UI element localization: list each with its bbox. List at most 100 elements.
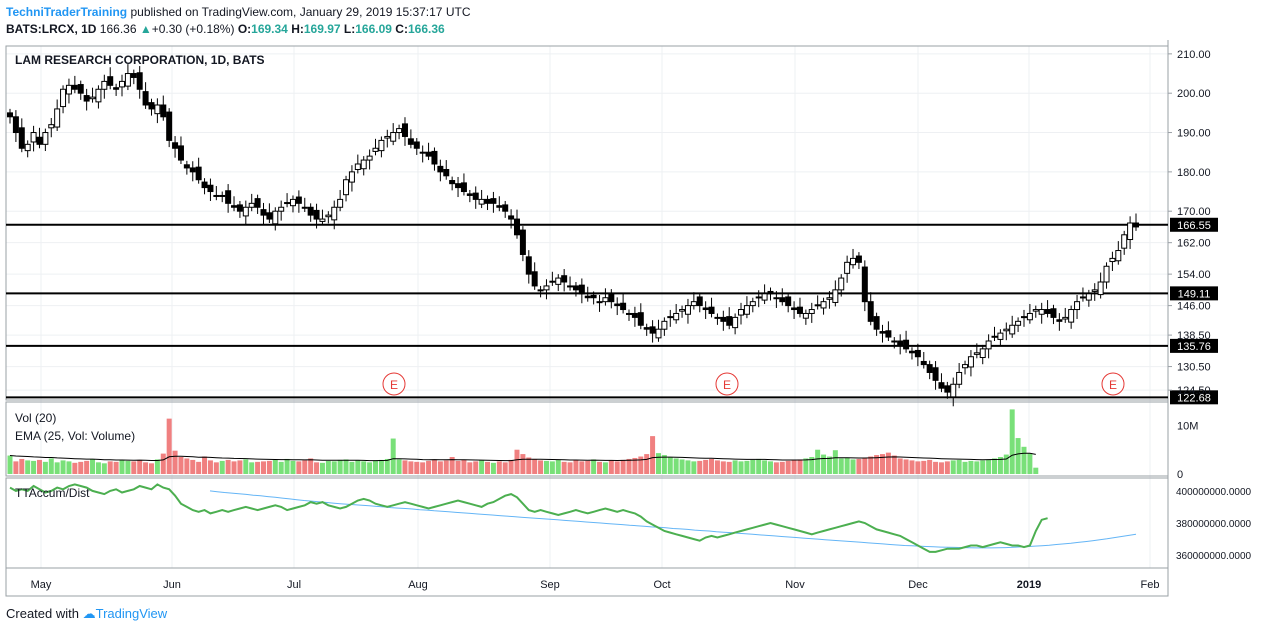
candle-body (278, 206, 285, 212)
candle-body (1133, 222, 1139, 228)
volume-bar (461, 459, 467, 474)
volume-bar (125, 460, 131, 474)
candle-body (1050, 308, 1057, 318)
candle-body (808, 309, 815, 314)
candle-body (655, 328, 662, 339)
candle-body (602, 297, 609, 303)
candle-body (844, 261, 851, 274)
volume-bar (384, 458, 390, 474)
high-label: H: (291, 22, 304, 36)
candle-body (938, 382, 945, 389)
candle-body (449, 180, 456, 185)
volume-bar (319, 462, 325, 474)
volume-bar (325, 460, 331, 474)
tradingview-brand[interactable]: TradingView (95, 606, 168, 621)
candle-body (796, 306, 803, 314)
candle-body (219, 194, 226, 197)
accum-dist-tick-label: 380000000.0000 (1176, 519, 1252, 530)
volume-bar (602, 462, 608, 474)
accum-dist-line (9, 483, 1048, 553)
candle-body (991, 335, 998, 338)
candle-body (360, 159, 367, 170)
candle-body (319, 218, 326, 222)
volume-bar (679, 459, 685, 474)
candle-body (903, 339, 910, 350)
volume-bar (172, 450, 178, 474)
volume-bar (938, 462, 944, 474)
volume-bar (190, 459, 196, 474)
candle-body (201, 181, 208, 189)
volume-bar (237, 460, 243, 474)
level-price-tag (1170, 217, 1218, 232)
candle-body (313, 209, 320, 220)
candle-body (83, 95, 90, 102)
candle-body (1032, 309, 1039, 312)
level-price-label: 122.68 (1177, 392, 1211, 404)
volume-bar (101, 463, 107, 474)
volume-bar (927, 459, 933, 474)
candle-body (396, 128, 403, 134)
grid-lines (6, 46, 1168, 568)
candle-body (242, 206, 249, 217)
candle-body (519, 229, 526, 255)
candle-body (248, 202, 255, 208)
candle-body (160, 104, 167, 118)
candle-body (301, 206, 308, 209)
volume-tick-label: 0 (1177, 469, 1183, 481)
candle-body (820, 301, 827, 309)
candle-body (289, 198, 296, 207)
volume-bar (1033, 467, 1039, 474)
candle-body (1097, 281, 1104, 296)
accum-dist-ma-line (209, 490, 1137, 549)
symbol[interactable]: BATS:LRCX, 1D (6, 22, 97, 36)
candle-body (726, 316, 733, 326)
candle-body (437, 165, 444, 173)
candle-body (455, 183, 462, 189)
candle-body (578, 284, 585, 295)
candle-body (531, 271, 538, 287)
horizontal-levels[interactable]: 166.55 149.11 135.76 122.68 (6, 217, 1218, 405)
candle-body (779, 297, 786, 303)
volume-bar (137, 459, 143, 474)
x-tick-label: Jun (163, 579, 181, 591)
volume-bar (426, 460, 432, 474)
candle-body (537, 289, 544, 292)
candle-body (738, 309, 745, 316)
candle-body (867, 301, 874, 322)
author-link[interactable]: TechniTraderTraining (6, 5, 128, 19)
x-tick-label: Jul (287, 579, 301, 591)
volume-bar (650, 436, 656, 474)
price-change: +0.30 (+0.18%) (151, 22, 235, 36)
candle-body (189, 167, 196, 173)
volume-bar (826, 456, 832, 474)
tradingview-logo-icon[interactable]: ☁ (82, 606, 96, 621)
candle-body (708, 306, 715, 314)
volume-bar (131, 461, 137, 474)
volume-bars (7, 409, 1039, 474)
volume-bar (178, 457, 184, 474)
candle-body (401, 123, 408, 137)
volume-bar (467, 462, 473, 474)
candle-body (1015, 320, 1022, 326)
volume-bar (284, 458, 290, 474)
volume-bar (856, 458, 862, 474)
candle-body (508, 215, 515, 220)
candle-body (885, 330, 892, 338)
footer: Created with ☁TradingView (6, 606, 167, 622)
volume-bar (744, 460, 750, 474)
volume-bar (1021, 446, 1027, 474)
candle-body (832, 289, 839, 303)
volume-bar (42, 461, 48, 474)
candle-body (478, 198, 485, 205)
earnings-marker-icon (715, 372, 739, 396)
candle-body (148, 102, 155, 110)
volume-bar (166, 418, 172, 474)
volume-bar (567, 462, 573, 474)
volume-bar (349, 461, 355, 474)
price-tick-label: 190.00 (1177, 128, 1211, 140)
volume-bar (420, 462, 426, 474)
earnings-marker-icon (382, 372, 406, 396)
candle-body (785, 296, 792, 307)
